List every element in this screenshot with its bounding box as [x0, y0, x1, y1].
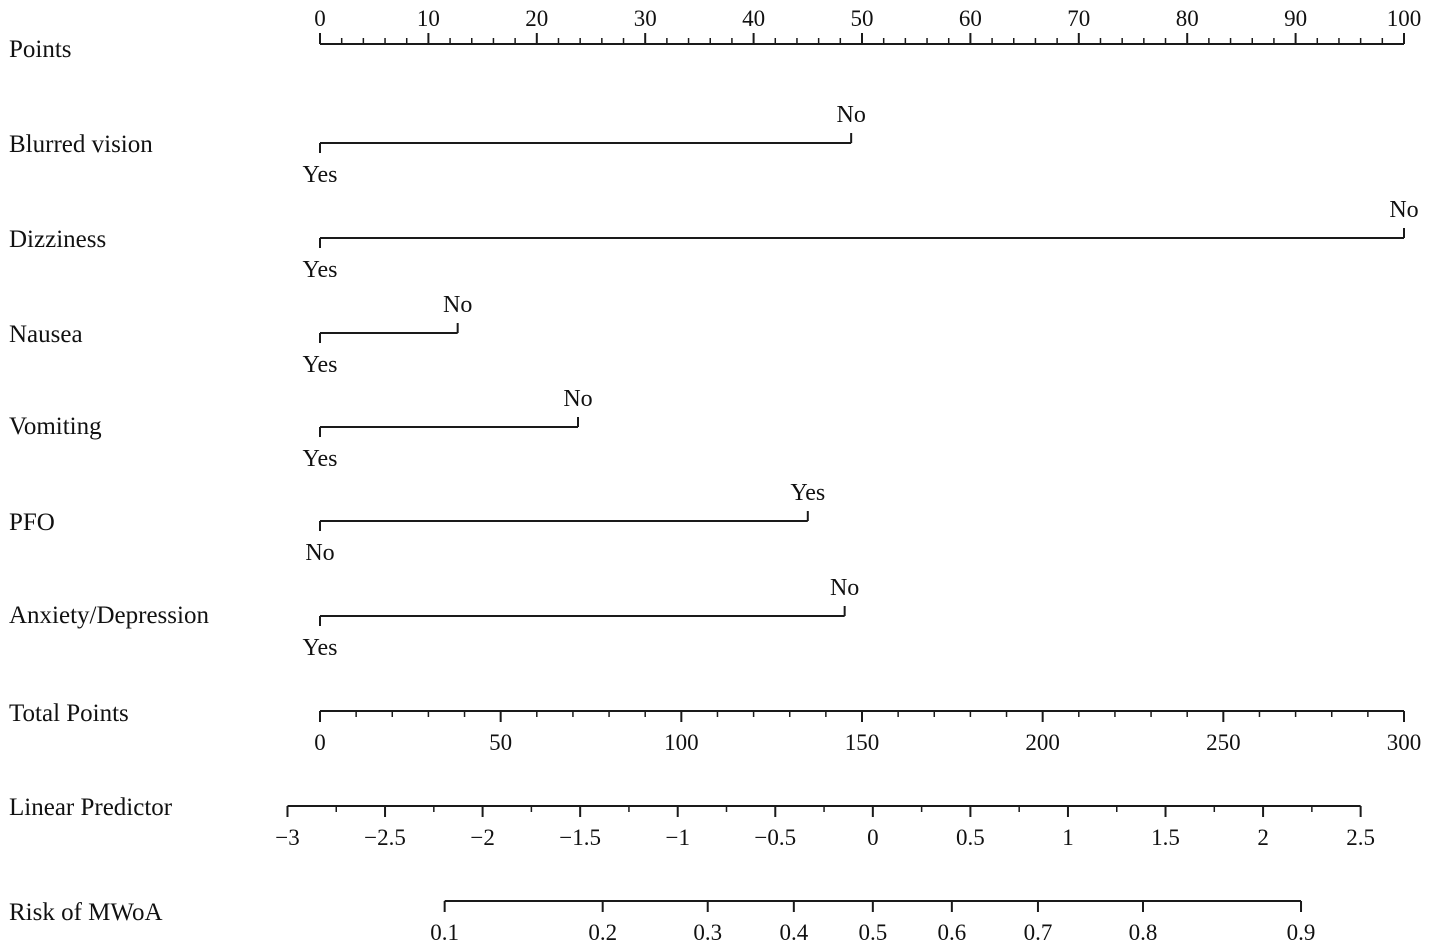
level-label-anxiety-depression-no: No: [830, 575, 859, 601]
tick-label-risk-of-mwoa-4: 0.5: [858, 920, 887, 945]
tick-label-risk-of-mwoa-2: 0.3: [693, 920, 722, 945]
level-label-anxiety-depression-yes: Yes: [303, 635, 338, 661]
level-label-dizziness-no: No: [1389, 197, 1418, 223]
level-label-blurred-vision-yes: Yes: [303, 162, 338, 188]
tick-label-points-2: 20: [525, 6, 548, 31]
tick-label-risk-of-mwoa-6: 0.7: [1024, 920, 1053, 945]
row-label-risk-of-mwoa: Risk of MWoA: [9, 899, 163, 926]
tick-label-risk-of-mwoa-0: 0.1: [430, 920, 459, 945]
tick-label-points-5: 50: [851, 6, 874, 31]
row-label-total-points: Total Points: [9, 700, 129, 727]
tick-label-linear-predictor-1: −2.5: [364, 825, 406, 850]
level-label-pfo-no: No: [305, 540, 334, 566]
row-label-blurred-vision: Blurred vision: [9, 131, 153, 158]
tick-label-points-8: 80: [1176, 6, 1199, 31]
tick-label-points-3: 30: [634, 6, 657, 31]
tick-label-total-points-3: 150: [845, 730, 880, 755]
row-label-nausea: Nausea: [9, 321, 83, 348]
tick-label-linear-predictor-9: 1.5: [1151, 825, 1180, 850]
tick-label-linear-predictor-7: 0.5: [956, 825, 985, 850]
tick-label-linear-predictor-11: 2.5: [1346, 825, 1375, 850]
level-label-dizziness-yes: Yes: [303, 257, 338, 283]
tick-label-linear-predictor-4: −1: [665, 825, 689, 850]
tick-label-linear-predictor-3: −1.5: [559, 825, 601, 850]
tick-label-linear-predictor-6: 0: [867, 825, 879, 850]
level-label-nausea-no: No: [443, 292, 472, 318]
tick-label-total-points-6: 300: [1387, 730, 1422, 755]
tick-label-points-0: 0: [314, 6, 326, 31]
tick-label-risk-of-mwoa-8: 0.9: [1287, 920, 1316, 945]
row-label-linear-predictor: Linear Predictor: [9, 794, 173, 821]
tick-label-linear-predictor-0: −3: [275, 825, 299, 850]
row-label-points: Points: [9, 36, 72, 63]
tick-label-linear-predictor-8: 1: [1062, 825, 1074, 850]
level-label-vomiting-no: No: [563, 386, 592, 412]
tick-label-risk-of-mwoa-7: 0.8: [1129, 920, 1158, 945]
tick-label-risk-of-mwoa-3: 0.4: [779, 920, 808, 945]
level-label-vomiting-yes: Yes: [303, 446, 338, 472]
tick-label-total-points-1: 50: [489, 730, 512, 755]
row-label-dizziness: Dizziness: [9, 226, 106, 253]
tick-label-total-points-0: 0: [314, 730, 326, 755]
tick-label-total-points-2: 100: [664, 730, 699, 755]
tick-label-risk-of-mwoa-5: 0.6: [937, 920, 966, 945]
tick-label-linear-predictor-10: 2: [1257, 825, 1269, 850]
tick-label-total-points-5: 250: [1206, 730, 1241, 755]
row-label-pfo: PFO: [9, 509, 55, 536]
row-label-vomiting: Vomiting: [9, 413, 102, 440]
level-label-pfo-yes: Yes: [790, 480, 825, 506]
level-label-nausea-yes: Yes: [303, 352, 338, 378]
row-label-anxiety-depression: Anxiety/Depression: [9, 602, 209, 629]
tick-label-points-9: 90: [1284, 6, 1307, 31]
tick-label-points-1: 10: [417, 6, 440, 31]
tick-label-points-4: 40: [742, 6, 765, 31]
tick-label-risk-of-mwoa-1: 0.2: [588, 920, 617, 945]
tick-label-total-points-4: 200: [1025, 730, 1060, 755]
tick-label-points-10: 100: [1387, 6, 1422, 31]
tick-label-points-6: 60: [959, 6, 982, 31]
level-label-blurred-vision-no: No: [836, 102, 865, 128]
tick-label-linear-predictor-2: −2: [470, 825, 494, 850]
tick-label-points-7: 70: [1067, 6, 1090, 31]
tick-label-linear-predictor-5: −0.5: [754, 825, 796, 850]
